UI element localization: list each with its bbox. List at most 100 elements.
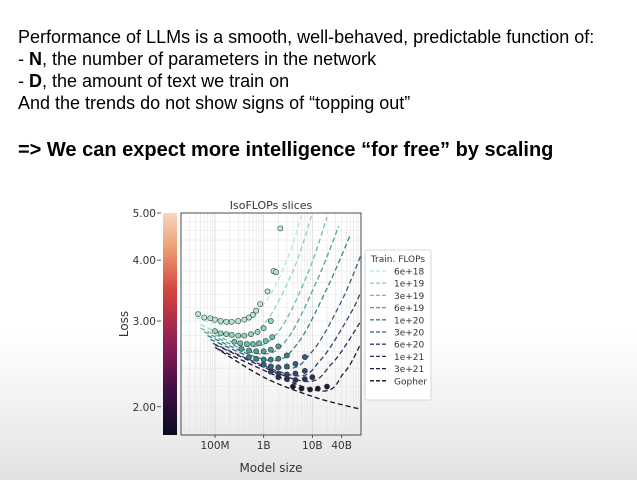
data-point [254, 328, 261, 335]
bullet-dash: - [18, 71, 29, 91]
data-point [249, 341, 256, 347]
data-point [267, 356, 274, 363]
data-point [275, 374, 282, 381]
data-point [241, 332, 248, 339]
data-point [301, 367, 308, 374]
data-point [292, 370, 299, 377]
data-point [253, 348, 260, 355]
colorbar [163, 213, 177, 435]
legend-label: 6e+19 [394, 304, 425, 314]
slide-text-block: Performance of LLMs is a smooth, well-be… [18, 26, 628, 114]
legend-label: 3e+21 [394, 365, 424, 375]
data-point [223, 318, 230, 325]
data-point [253, 355, 260, 362]
data-point [324, 383, 330, 390]
intro-line: Performance of LLMs is a smooth, well-be… [18, 27, 595, 47]
data-point [267, 318, 274, 324]
x-tick-label: 100M [200, 440, 229, 452]
data-point [314, 385, 321, 392]
legend-label: 1e+20 [394, 316, 425, 326]
x-tick-label: 40B [331, 440, 352, 452]
fit-curve [214, 346, 361, 410]
data-point [246, 354, 252, 360]
fit-curve [218, 342, 361, 392]
data-point [246, 347, 252, 354]
bullet-d-text: , the amount of text we train on [42, 71, 290, 91]
data-point [256, 340, 262, 347]
data-point [267, 346, 274, 353]
fit-curve [203, 225, 340, 355]
trends-line: And the trends do not show signs of “top… [18, 93, 411, 113]
data-point [309, 374, 316, 381]
fit-curve [214, 320, 361, 383]
x-tick-label: 10B [302, 440, 323, 452]
legend-label: 6e+20 [394, 341, 425, 351]
fit-curve [207, 235, 351, 362]
data-point [235, 332, 242, 339]
legend-label: 1e+19 [394, 280, 425, 290]
data-point [212, 316, 218, 323]
data-point [207, 315, 214, 322]
data-point [253, 307, 260, 314]
data-point [292, 377, 299, 383]
data-point [246, 314, 252, 321]
data-point [249, 311, 256, 318]
data-point [264, 288, 271, 295]
data-point [301, 354, 308, 360]
data-point [307, 386, 314, 393]
data-point [283, 376, 290, 382]
data-point [195, 311, 202, 317]
data-point [273, 269, 279, 276]
data-point [298, 385, 305, 392]
data-point [248, 331, 254, 338]
data-point [201, 314, 208, 321]
data-point [275, 355, 282, 362]
x-axis-label: Model size [239, 461, 302, 475]
bullet-n: - N, the number of parameters in the net… [18, 48, 628, 70]
chart-title: IsoFLOPs slices [230, 199, 313, 212]
data-point [292, 360, 299, 367]
data-point [262, 338, 269, 344]
fit-curve [195, 214, 303, 326]
data-point [283, 363, 290, 370]
data-point [260, 356, 267, 363]
data-point [238, 345, 245, 352]
bullet-d: - D, the amount of text we train on [18, 70, 628, 92]
data-point [257, 301, 264, 307]
y-tick-label: 3.00 [133, 316, 156, 328]
y-tick-label: 5.00 [133, 208, 156, 220]
data-point [277, 225, 284, 232]
x-tick-label: 1B [257, 440, 271, 452]
data-points [195, 225, 330, 393]
data-point [275, 364, 282, 371]
fit-curve [200, 217, 328, 348]
data-point [243, 341, 250, 347]
bullet-n-text: , the number of parameters in the networ… [42, 49, 377, 69]
data-point [217, 330, 224, 337]
legend-box [364, 249, 432, 401]
data-point [212, 328, 218, 335]
legend-label: 6e+18 [394, 268, 425, 278]
data-point [275, 343, 282, 350]
y-tick-label: 2.00 [133, 402, 156, 414]
legend-title: Train. FLOPs [370, 255, 426, 265]
y-axis-label: Loss [117, 311, 131, 337]
data-point [290, 383, 296, 390]
data-point [269, 334, 276, 341]
data-point [231, 338, 238, 345]
y-tick-label: 4.00 [133, 255, 156, 267]
data-point [228, 318, 235, 325]
data-point [237, 340, 244, 347]
legend-label: 3e+19 [394, 292, 425, 302]
data-point [283, 352, 290, 359]
data-point [235, 318, 242, 324]
legend-label: 3e+20 [394, 329, 425, 339]
bullet-dash: - [18, 49, 29, 69]
conclusion-line: => We can expect more intelligence “for … [18, 139, 554, 161]
data-point [228, 331, 235, 338]
plot-frame [180, 212, 362, 436]
data-point [223, 331, 230, 338]
axis-ticks: 100M 1B 10B 40B 2.00 3.00 4.00 5.00 [133, 208, 352, 452]
bullet-d-symbol: D [29, 71, 42, 91]
